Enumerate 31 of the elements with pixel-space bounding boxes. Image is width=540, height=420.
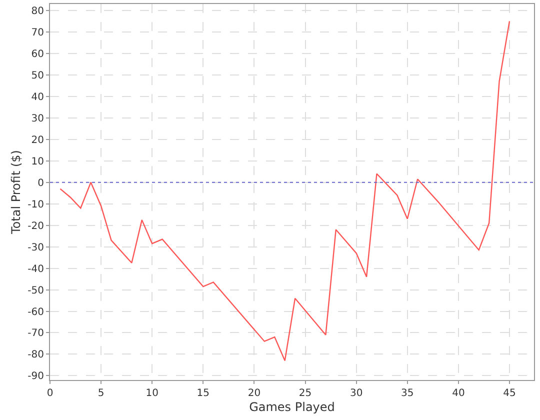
y-tick-label: -10 <box>28 199 44 210</box>
x-tick-label: 25 <box>298 388 312 399</box>
y-axis-title: Total Profit ($) <box>8 150 23 235</box>
x-tick-label: 35 <box>401 388 414 399</box>
y-tick-label: 60 <box>31 48 44 60</box>
y-tick-label: 80 <box>31 6 44 17</box>
x-tick-label: 0 <box>46 388 54 399</box>
y-tick-label: -80 <box>28 350 44 361</box>
x-tick-label: 5 <box>98 388 104 399</box>
y-tick-label: 70 <box>31 27 44 38</box>
y-tick-label: 0 <box>38 178 44 189</box>
y-tick-label: -90 <box>28 371 44 382</box>
x-tick-label: 45 <box>503 388 516 399</box>
y-tick-label: 20 <box>31 134 44 146</box>
x-axis-title: Games Played <box>249 400 335 414</box>
y-tick-label: 40 <box>31 92 44 103</box>
y-tick-label: -20 <box>28 220 44 232</box>
y-tick-label: 30 <box>31 113 44 124</box>
x-tick-label: 20 <box>248 388 261 399</box>
x-tick-label: 15 <box>196 388 210 399</box>
x-tick-label: 40 <box>452 388 465 399</box>
x-tick-label: 10 <box>146 388 158 399</box>
y-tick-label: -50 <box>28 285 44 296</box>
y-tick-label: -60 <box>28 306 44 318</box>
line-series <box>60 20 510 362</box>
x-tick-label: 30 <box>350 388 363 399</box>
y-tick-label: 10 <box>31 156 44 168</box>
y-tick-label: 50 <box>31 70 44 82</box>
y-tick-label: -30 <box>28 242 44 254</box>
y-tick-label: -70 <box>28 328 44 340</box>
y-tick-label: -40 <box>28 264 44 275</box>
